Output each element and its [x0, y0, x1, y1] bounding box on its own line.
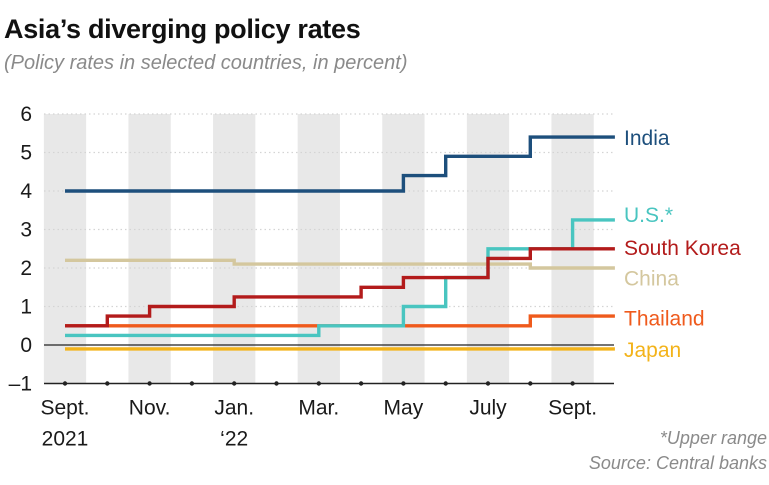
x-tick-mark	[62, 381, 68, 386]
y-tick-label: 4	[20, 180, 32, 203]
x-tick-mark	[232, 381, 237, 386]
x-tick-label: May	[384, 397, 424, 420]
x-tick-mark	[274, 381, 279, 386]
y-tick-labels: –1 0 1 2 3 4 5 6	[9, 103, 33, 396]
x-tick-mark	[401, 381, 406, 386]
x-tick-label: July	[469, 397, 507, 420]
series-label-china: China	[624, 268, 679, 291]
series-line-china	[65, 258, 615, 270]
x-axis: Sept. 2021 Nov. Jan. ‘22 Mar. May July Sept.	[40, 381, 614, 451]
x-tick-label-year: 2021	[42, 428, 89, 451]
x-tick-mark	[570, 381, 575, 386]
x-tick-label: Jan.	[214, 397, 254, 420]
series-label-u-s: U.S.*	[624, 204, 673, 227]
y-tick-label: 0	[20, 334, 32, 357]
x-tick-mark	[189, 381, 195, 386]
x-tick-label: Sept.	[548, 397, 597, 420]
x-tick-mark	[528, 381, 533, 386]
x-tick-mark	[443, 381, 448, 386]
x-tick-label: Sept.	[40, 397, 89, 420]
y-tick-label: 5	[20, 142, 32, 165]
chart-subtitle: (Policy rates in selected countries, in …	[4, 52, 408, 74]
y-tick-label: –1	[9, 373, 32, 396]
series-lines	[65, 135, 615, 351]
y-tick-label: 1	[20, 296, 32, 319]
y-tick-label: 3	[20, 219, 32, 242]
source-note: Source: Central banks	[588, 453, 767, 473]
month-band	[128, 114, 171, 384]
month-bands	[43, 114, 594, 384]
series-line-u-s	[65, 218, 615, 338]
series-label-japan: Japan	[624, 339, 681, 362]
y-tick-label: 6	[20, 103, 32, 126]
month-band	[382, 114, 425, 384]
x-tick-mark	[358, 381, 364, 386]
month-band	[43, 114, 87, 384]
series-line-south-korea	[65, 247, 615, 328]
x-tick-label: Mar.	[298, 397, 339, 420]
month-band	[213, 114, 256, 384]
chart-title: Asia’s diverging policy rates	[4, 14, 361, 44]
series-label-thailand: Thailand	[624, 307, 705, 330]
series-label-india: India	[624, 127, 670, 150]
footnote: *Upper range	[659, 428, 767, 448]
series-line-thailand	[65, 314, 615, 328]
series-label-south-korea: South Korea	[624, 237, 741, 260]
series-line-india	[65, 135, 615, 193]
x-tick-mark	[105, 381, 110, 386]
series-labels: India U.S.* South Korea China Thailand Japan	[624, 127, 741, 362]
month-band	[297, 114, 340, 384]
x-tick-mark	[316, 381, 321, 386]
x-tick-mark	[147, 381, 152, 386]
x-tick-mark	[485, 381, 491, 386]
x-tick-label-year: ‘22	[220, 428, 248, 451]
y-tick-label: 2	[20, 257, 32, 280]
x-tick-label: Nov.	[129, 397, 171, 420]
